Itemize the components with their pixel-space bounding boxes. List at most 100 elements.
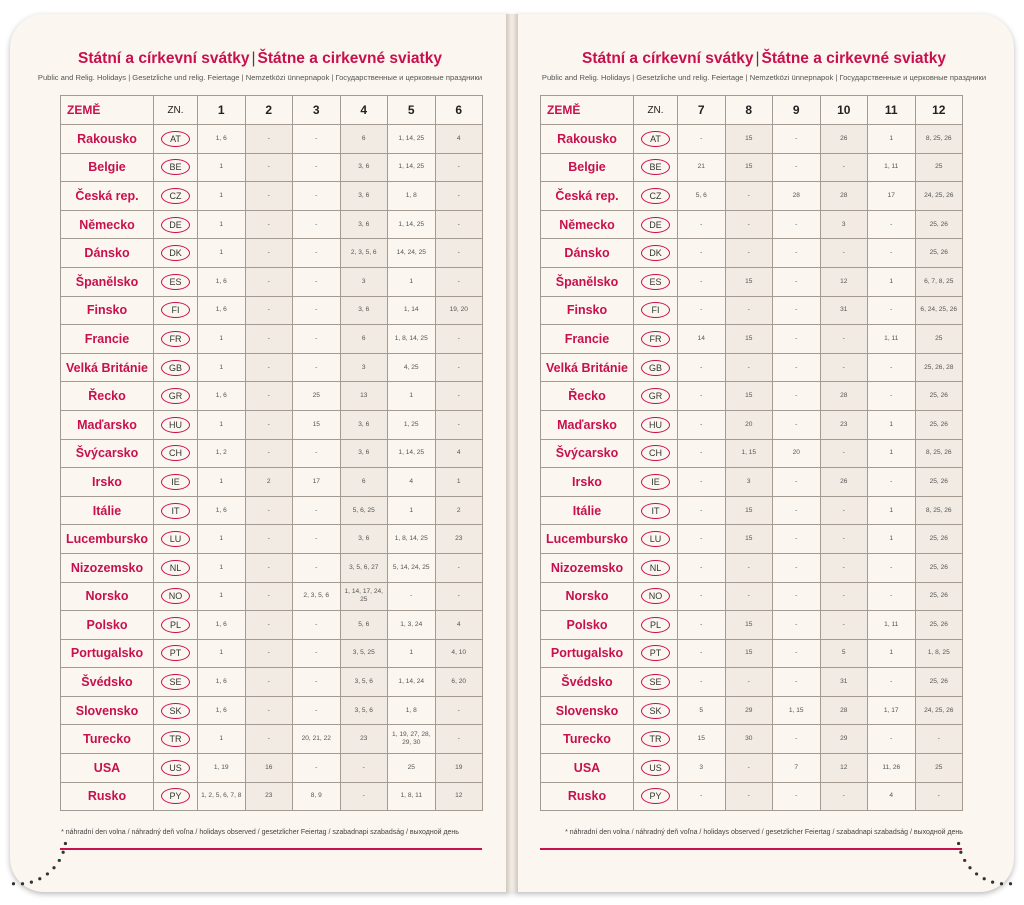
holiday-cell: - bbox=[292, 552, 341, 583]
holiday-cell: 6 bbox=[339, 467, 388, 497]
holiday-cell: - bbox=[772, 581, 821, 612]
holiday-cell: - bbox=[819, 524, 868, 554]
holiday-cell: - bbox=[292, 695, 341, 726]
country-name: USA bbox=[60, 753, 154, 783]
holiday-cell: 23 bbox=[339, 724, 388, 755]
decorative-dot bbox=[45, 872, 50, 876]
country-name: Finsko bbox=[60, 295, 154, 326]
holiday-cell: 3, 5, 6 bbox=[339, 667, 388, 697]
holiday-cell: - bbox=[772, 324, 821, 354]
country-code-cell: GR bbox=[153, 381, 198, 411]
bottom-rule bbox=[540, 848, 962, 850]
holiday-cell: 3, 6 bbox=[339, 409, 388, 440]
table-row: Rakousko AT -15-26 1 8, 25, 26 bbox=[540, 124, 963, 154]
country-code-cell: DE bbox=[153, 209, 198, 240]
holiday-cell: 1, 8, 11 bbox=[387, 781, 436, 812]
holiday-cell: 1 bbox=[387, 381, 436, 411]
country-code-badge: HU bbox=[161, 416, 190, 433]
country-code-badge: CH bbox=[161, 445, 190, 462]
holiday-cell: - bbox=[292, 638, 341, 669]
country-name: Turecko bbox=[60, 724, 154, 755]
holiday-cell: - bbox=[772, 381, 821, 411]
table-row: USA US 3-7 12 11, 26 25 bbox=[540, 753, 963, 783]
decorative-dot bbox=[29, 880, 33, 884]
country-code-cell: PY bbox=[153, 781, 198, 812]
holiday-cell: 1, 15 bbox=[724, 438, 773, 469]
country-name: Španělsko bbox=[540, 266, 634, 297]
holiday-cell: 19 bbox=[434, 753, 483, 783]
holiday-cell: - bbox=[244, 209, 293, 240]
holiday-cell: 23 bbox=[244, 781, 293, 812]
country-name: Rakousko bbox=[540, 124, 634, 154]
holiday-cell: 1 bbox=[197, 238, 246, 268]
table-row: Maďarsko HU 1-15 3, 6 1, 25- bbox=[60, 409, 483, 440]
holiday-cell: 2, 3, 5, 6 bbox=[292, 581, 341, 612]
holiday-cell: 7 bbox=[772, 753, 821, 783]
holiday-cell: - bbox=[772, 495, 821, 526]
holiday-cell: - bbox=[677, 381, 726, 411]
holiday-cell: - bbox=[867, 295, 916, 326]
country-code-badge: DE bbox=[641, 216, 670, 233]
holiday-cell: 4 bbox=[867, 781, 916, 812]
country-name: Španělsko bbox=[60, 266, 154, 297]
country-name: Francie bbox=[60, 324, 154, 354]
holiday-cell: - bbox=[244, 495, 293, 526]
holiday-table-left: ZEMĚ ZN. 1 2 3 4 5 6 Rakousko AT 1, 6- -6 1, 14, 25 4… bbox=[60, 95, 483, 812]
holiday-cell: 25 bbox=[292, 381, 341, 411]
country-code-cell: US bbox=[153, 753, 198, 783]
country-code-badge: PL bbox=[641, 616, 670, 633]
table-row: Norsko NO 1-2, 3, 5, 6 1, 14, 17, 24, 25- - bbox=[60, 581, 483, 612]
holiday-cell: - bbox=[677, 524, 726, 554]
holiday-cell: - bbox=[244, 724, 293, 755]
holiday-cell: 1 bbox=[197, 581, 246, 612]
decorative-dot bbox=[956, 841, 961, 846]
title-cz: Státní a církevní svátky bbox=[78, 50, 250, 67]
title-sk: Štátne a cirkevné sviatky bbox=[257, 50, 442, 67]
holiday-cell: - bbox=[434, 552, 483, 583]
holiday-cell: - bbox=[292, 667, 341, 697]
holiday-cell: 1 bbox=[387, 266, 436, 297]
decorative-dot bbox=[963, 858, 967, 863]
holiday-cell: - bbox=[867, 724, 916, 755]
holiday-cell: 1, 17 bbox=[867, 695, 916, 726]
holiday-cell: 3, 6 bbox=[339, 209, 388, 240]
holiday-cell: - bbox=[292, 352, 341, 383]
holiday-cell: - bbox=[677, 409, 726, 440]
table-row: Belgie BE 21 15- -1, 11 25 bbox=[540, 152, 963, 183]
holiday-cell: - bbox=[724, 295, 773, 326]
holiday-cell: 28 bbox=[819, 381, 868, 411]
header-month: 8 bbox=[724, 95, 773, 125]
holiday-cell: - bbox=[724, 581, 773, 612]
country-name: Velká Británie bbox=[60, 352, 154, 383]
holiday-cell: 28 bbox=[819, 181, 868, 211]
holiday-cell: 1 bbox=[197, 352, 246, 383]
table-row: Nizozemsko NL 1- -3, 5, 6, 27 5, 14, 24, 25- bbox=[60, 552, 483, 583]
header-row: ZEMĚ ZN. 7 8 9 10 11 12 bbox=[540, 95, 963, 125]
country-name: Norsko bbox=[540, 581, 634, 612]
holiday-cell: 1 bbox=[197, 724, 246, 755]
country-code-cell: LU bbox=[633, 524, 678, 554]
holiday-cell: - bbox=[292, 181, 341, 211]
decorative-dot bbox=[982, 877, 986, 881]
holiday-cell: - bbox=[434, 724, 483, 755]
table-row: Finsko FI 1, 6- -3, 6 1, 14 19, 20 bbox=[60, 295, 483, 326]
holiday-cell: - bbox=[434, 324, 483, 354]
header-country: ZEMĚ bbox=[60, 95, 154, 125]
country-code-badge: FI bbox=[161, 302, 190, 319]
holiday-cell: - bbox=[772, 124, 821, 154]
holiday-cell: - bbox=[819, 581, 868, 612]
holiday-cell: 1, 6 bbox=[197, 667, 246, 697]
holiday-cell: 1, 6 bbox=[197, 381, 246, 411]
holiday-cell: 3 bbox=[819, 209, 868, 240]
holiday-cell: 25, 26 bbox=[914, 409, 963, 440]
table-row: Dánsko DK 1- -2, 3, 5, 6 14, 24, 25- bbox=[60, 238, 483, 268]
holiday-cell: 15 bbox=[724, 524, 773, 554]
holiday-cell: 3 bbox=[677, 753, 726, 783]
table-row: Portugalsko PT 1- -3, 5, 25 1 4, 10 bbox=[60, 638, 483, 669]
table-row: Rakousko AT 1, 6- -6 1, 14, 25 4 bbox=[60, 124, 483, 154]
country-name: Maďarsko bbox=[60, 409, 154, 440]
country-code-cell: FR bbox=[153, 324, 198, 354]
holiday-cell: - bbox=[819, 324, 868, 354]
country-name: Francie bbox=[540, 324, 634, 354]
